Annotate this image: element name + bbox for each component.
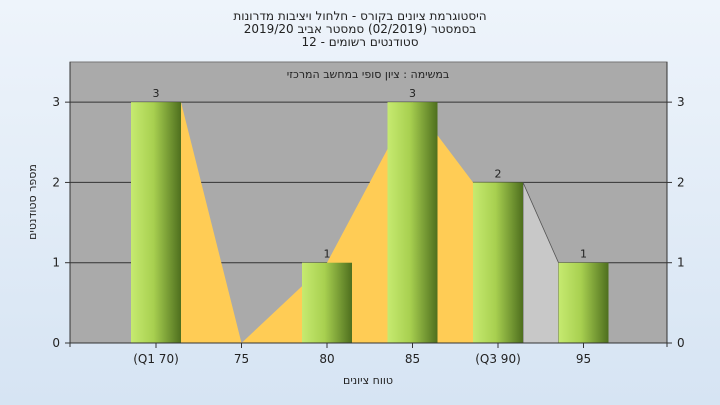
- x-tick-label-4: (Q3 90): [475, 352, 521, 366]
- chart-title-line-1: היסטוגרמת ציונים בקורס - חלחול ויציבות מ…: [233, 9, 487, 23]
- y-tick-label-right-1: 1: [677, 256, 685, 270]
- bar-3: [387, 102, 438, 344]
- y-tick-label-left-3: 3: [52, 95, 60, 109]
- chart-title-line-2: בסמסטר (02/2019) סמסטר אביב 2019/20: [243, 22, 477, 36]
- y-tick-label-right-0: 0: [677, 336, 685, 350]
- y-tick-label-left-1: 1: [52, 256, 60, 270]
- bar-5: [558, 262, 609, 343]
- x-tick-label-2: 80: [319, 352, 334, 366]
- bar-value-label-4: 2: [495, 167, 502, 180]
- bars: 3 1 3 2 1: [131, 87, 609, 344]
- bar-4: [473, 182, 523, 343]
- axes: 0 0 1 1 2 2 3 3 (Q1 70) 75 80 85 (Q3 90) 95: [52, 62, 685, 366]
- bar-0: [131, 102, 181, 344]
- bar-2: [302, 262, 352, 343]
- x-tick-label-3: 85: [405, 352, 420, 366]
- bar-value-label-5: 1: [580, 248, 587, 261]
- bar-value-label-0: 3: [153, 87, 160, 100]
- bar-value-label-2: 1: [324, 248, 331, 261]
- y-tick-label-left-0: 0: [52, 336, 60, 350]
- y-axis-label: מספר סטודנטים: [26, 164, 39, 240]
- chart-title-line-3: סטודנטים רשומים - 12: [301, 35, 419, 49]
- x-axis-label: טווח ציונים: [343, 374, 393, 387]
- chart-titles: היסטוגרמת ציונים בקורס - חלחול ויציבות מ…: [0, 10, 720, 49]
- x-tick-label-1: 75: [234, 352, 249, 366]
- y-tick-label-right-2: 2: [677, 175, 685, 189]
- x-tick-label-5: 95: [576, 352, 591, 366]
- y-tick-label-left-2: 2: [52, 175, 60, 189]
- chart-annotation: במשימה : ציון סופי במחשב המרכזי: [287, 68, 450, 81]
- bar-value-label-3: 3: [409, 87, 416, 100]
- x-tick-label-0: (Q1 70): [133, 352, 179, 366]
- y-tick-label-right-3: 3: [677, 95, 685, 109]
